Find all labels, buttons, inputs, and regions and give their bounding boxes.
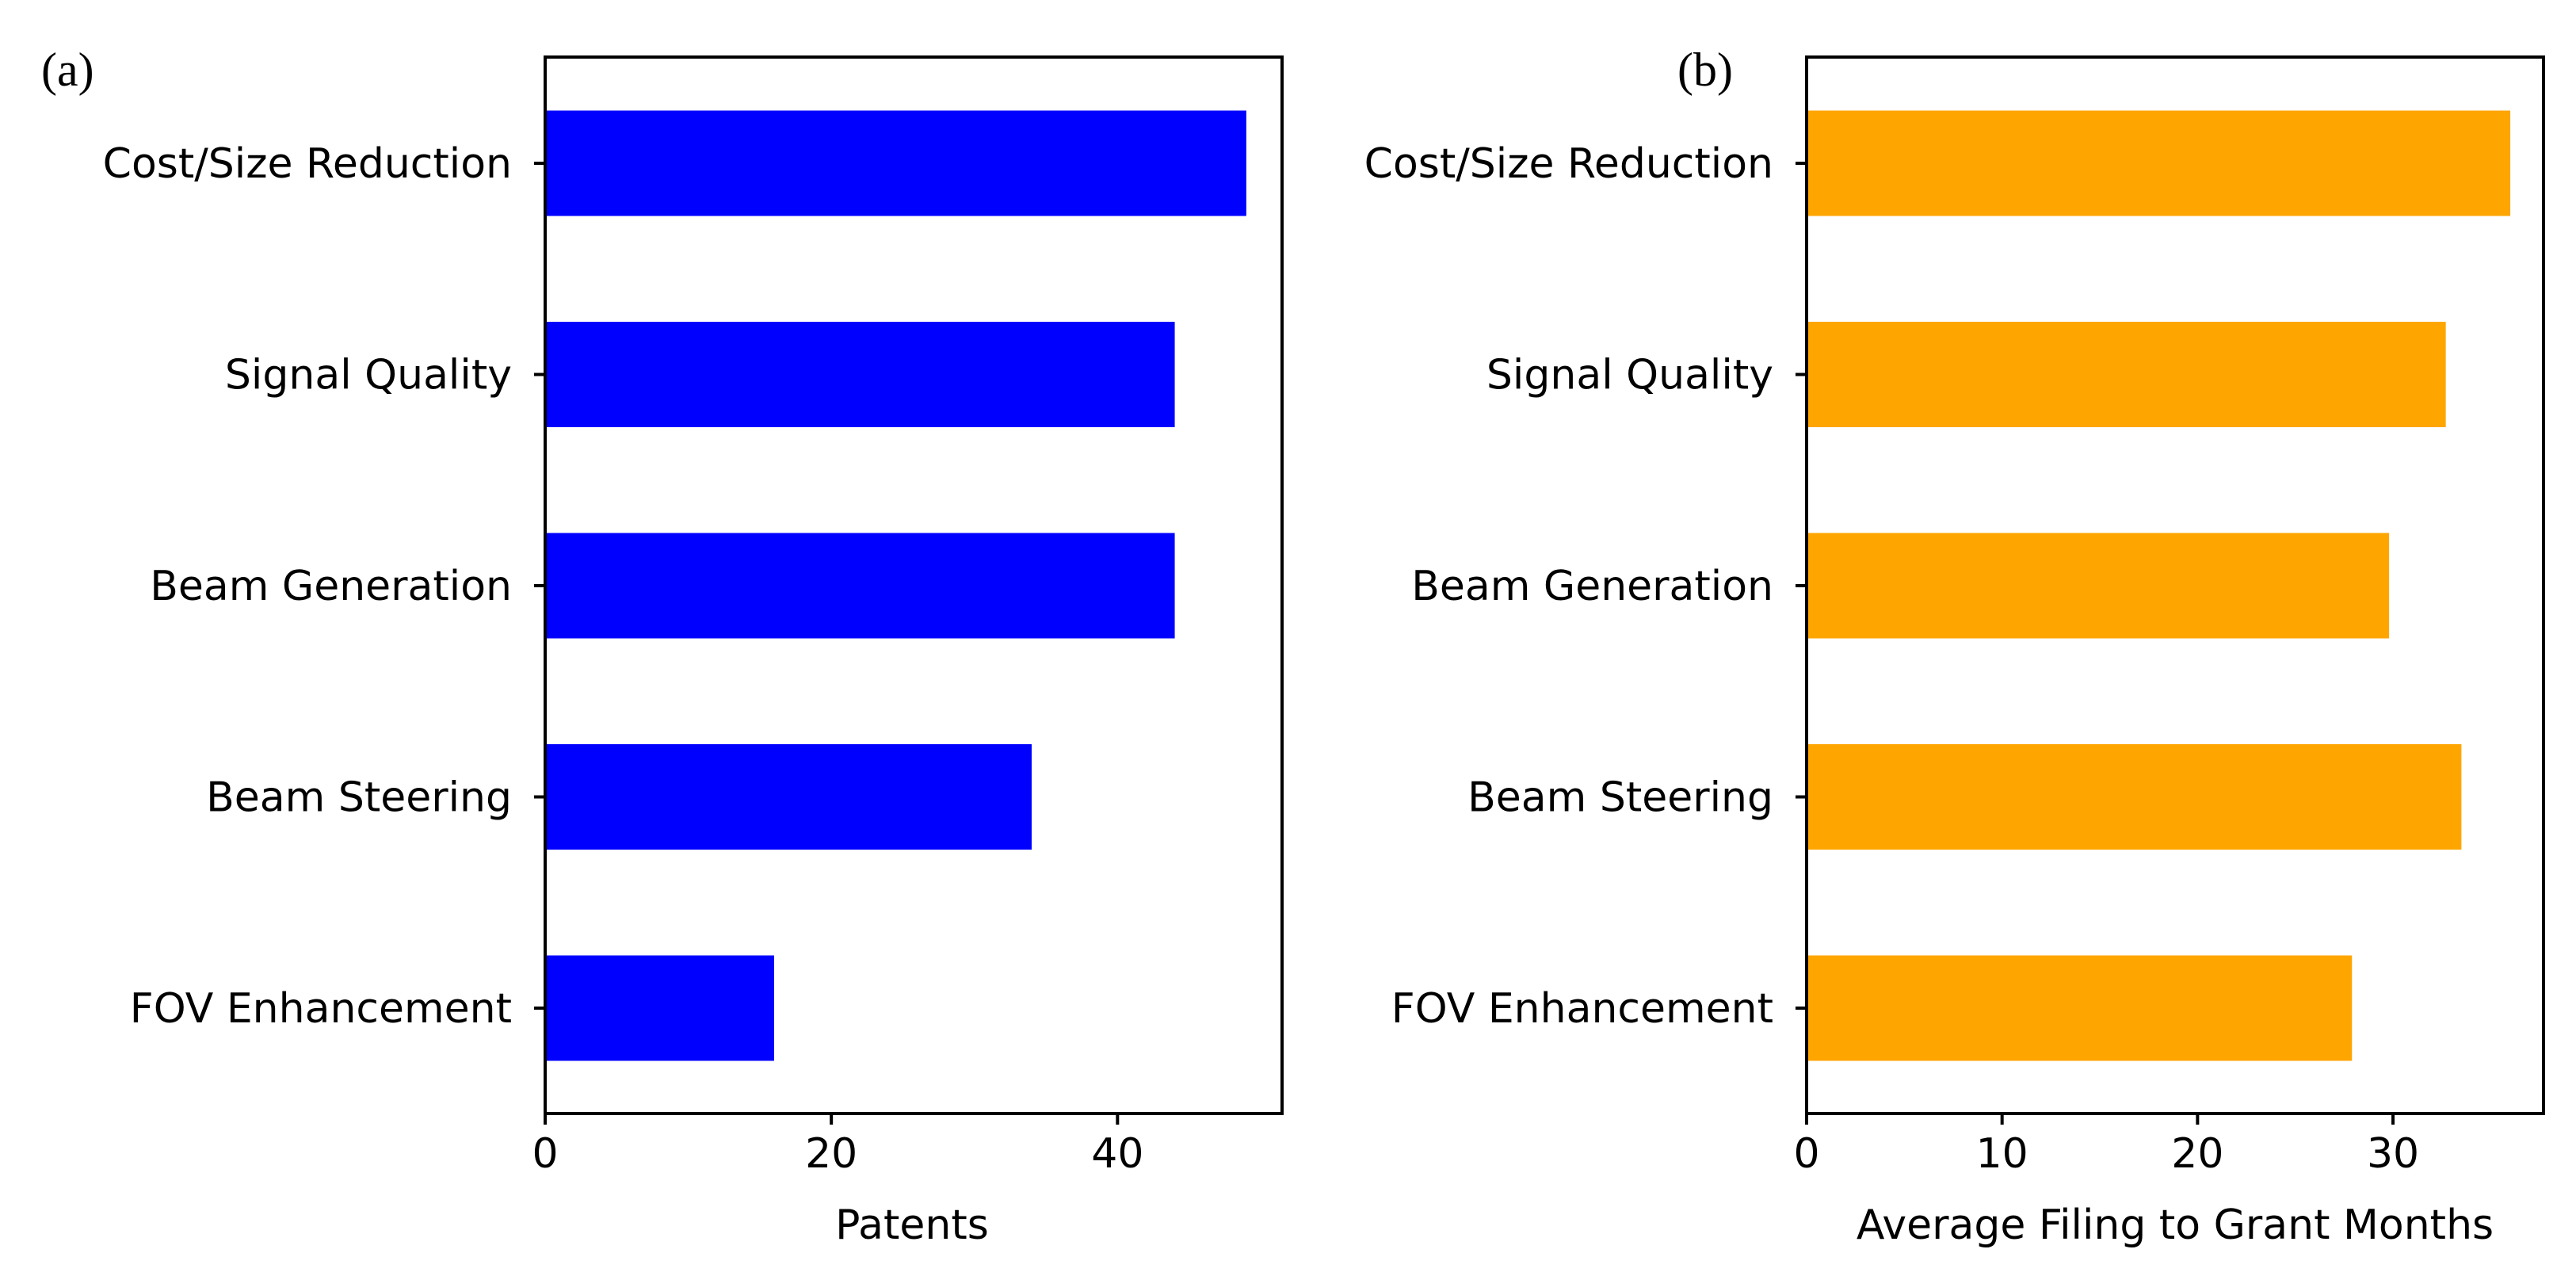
bar (545, 744, 1032, 850)
bar (545, 110, 1246, 216)
y-tick-label: FOV Enhancement (1391, 985, 1773, 1033)
chart-panel-b: (b) Average Filing to Grant Months Cost/… (1364, 44, 2545, 1249)
y-tick-label: Beam Generation (1411, 563, 1773, 610)
y-tick-label: Beam Steering (1467, 774, 1773, 822)
x-tick-label: 20 (2171, 1130, 2223, 1178)
y-tick-label: FOV Enhancement (130, 985, 512, 1033)
bar (1807, 110, 2511, 216)
y-tick-label: Signal Quality (1486, 352, 1773, 399)
bar (1807, 744, 2462, 850)
x-tick-label: 10 (1976, 1130, 2028, 1178)
x-tick-label: 0 (532, 1130, 558, 1178)
bar (1807, 322, 2446, 427)
y-tick-label: Beam Steering (206, 774, 512, 822)
bar (545, 322, 1175, 427)
y-tick-label: Cost/Size Reduction (103, 140, 512, 188)
bar (1807, 955, 2353, 1061)
bar (1807, 533, 2390, 639)
y-tick-label: Signal Quality (225, 352, 512, 399)
chart-panel-a: (a) Patents Cost/Size Reduction Signal Qu… (41, 44, 1284, 1249)
x-axis-label: Patents (835, 1202, 989, 1249)
y-tick-label: Cost/Size Reduction (1364, 140, 1773, 188)
x-tick-label: 0 (1793, 1130, 1819, 1178)
y-tick-label: Beam Generation (150, 563, 512, 610)
x-tick-label: 30 (2367, 1130, 2419, 1178)
panel-label: (b) (1677, 44, 1733, 96)
x-axis-label: Average Filing to Grant Months (1857, 1202, 2494, 1249)
plot-frame (1805, 55, 2545, 1115)
plot-frame (544, 55, 1284, 1115)
x-tick-label: 20 (805, 1130, 857, 1178)
bar (545, 955, 774, 1061)
x-tick-label: 40 (1091, 1130, 1143, 1178)
bar (545, 533, 1175, 639)
panel-label: (a) (41, 44, 94, 96)
